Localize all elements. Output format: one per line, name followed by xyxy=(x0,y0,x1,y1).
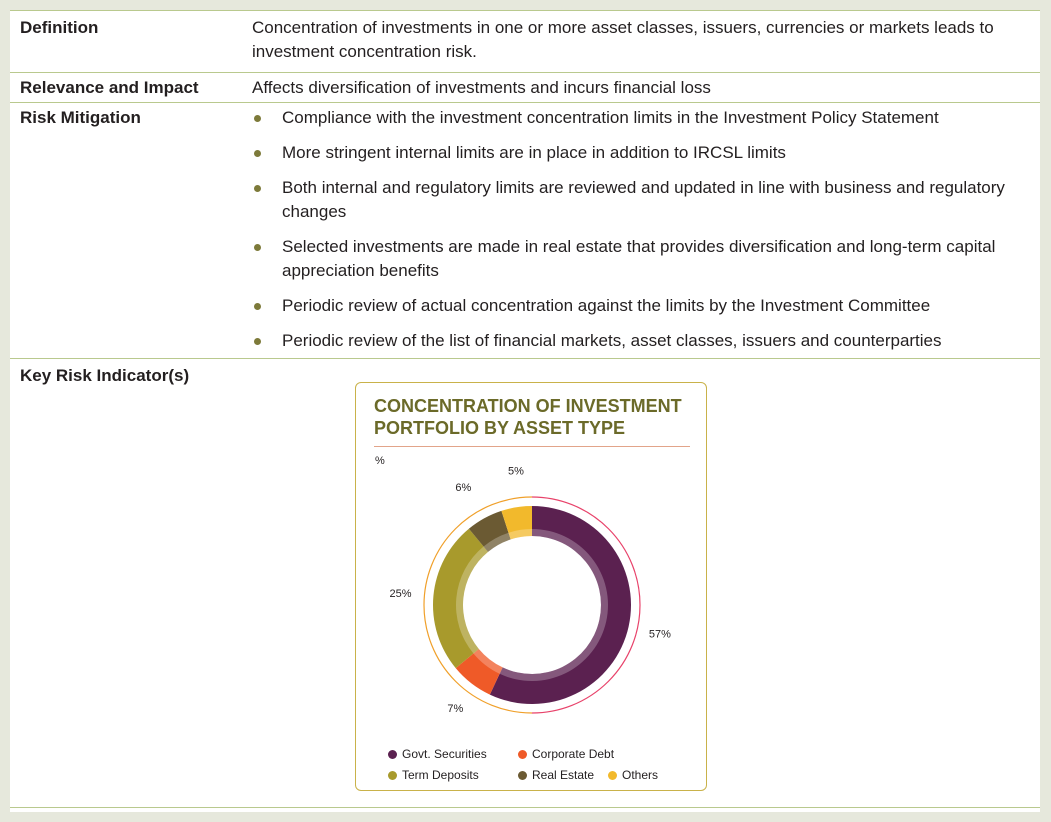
mitigation-item: Selected investments are made in real es… xyxy=(252,235,1022,283)
slice-term-deposits xyxy=(433,528,489,669)
definition-label: Definition xyxy=(20,18,99,37)
slice-inner-band-corporate-debt xyxy=(473,648,503,674)
relevance-text: Affects diversification of investments a… xyxy=(252,78,711,97)
outer-ring-right xyxy=(531,496,641,714)
chart-title: CONCENTRATION OF INVESTMENT PORTFOLIO BY… xyxy=(374,396,682,438)
mitigation-item: Compliance with the investment concentra… xyxy=(252,106,1022,130)
divider-definition xyxy=(10,72,1040,73)
data-label-term-deposits: 25% xyxy=(390,588,412,600)
mitigation-item: Periodic review of actual concentration … xyxy=(252,294,1022,318)
chart-card: CONCENTRATION OF INVESTMENT PORTFOLIO BY… xyxy=(355,382,707,791)
legend-swatch-others xyxy=(608,771,617,780)
divider-bottom xyxy=(10,807,1040,808)
legend-swatch-govt-securities xyxy=(388,750,397,759)
legend-item-term-deposits: Term Deposits xyxy=(388,768,479,782)
legend-swatch-term-deposits xyxy=(388,771,397,780)
data-label-govt-securities: 57% xyxy=(649,629,671,641)
legend-label-term-deposits: Term Deposits xyxy=(402,768,479,782)
slice-corporate-debt xyxy=(455,648,503,695)
slice-govt-securities xyxy=(489,506,631,704)
legend-label-corporate-debt: Corporate Debt xyxy=(532,747,615,761)
divider-top xyxy=(10,10,1040,11)
legend-item-others: Others xyxy=(608,768,658,782)
legend-label-real-estate: Real Estate xyxy=(532,768,595,782)
relevance-label: Relevance and Impact xyxy=(20,78,199,97)
legend-label-others: Others xyxy=(622,768,659,782)
slice-inner-band-real-estate xyxy=(483,532,511,552)
legend-item-real-estate: Real Estate xyxy=(518,768,594,782)
mitigation-item: Periodic review of the list of financial… xyxy=(252,329,1022,353)
mitigation-label: Risk Mitigation xyxy=(20,108,141,127)
mitigation-item: More stringent internal limits are in pl… xyxy=(252,141,1022,165)
legend-item-govt-securities: Govt. Securities xyxy=(388,747,487,761)
mitigation-item: Both internal and regulatory limits are … xyxy=(252,176,1022,224)
slice-inner-band-others xyxy=(508,529,532,540)
chart-title-rule xyxy=(374,446,690,447)
chart-unit: % xyxy=(375,455,385,467)
slice-others xyxy=(501,506,532,540)
legend-swatch-corporate-debt xyxy=(518,750,527,759)
divider-mitigation xyxy=(10,358,1040,359)
mitigation-list: Compliance with the investment concentra… xyxy=(252,106,1022,364)
data-label-real-estate: 6% xyxy=(455,482,471,494)
data-label-others: 5% xyxy=(508,466,524,478)
legend-item-corporate-debt: Corporate Debt xyxy=(518,747,614,761)
divider-relevance xyxy=(10,102,1040,103)
slice-inner-band-term-deposits xyxy=(456,546,489,654)
data-label-corporate-debt: 7% xyxy=(447,703,463,715)
kri-label: Key Risk Indicator(s) xyxy=(20,366,190,385)
legend-swatch-real-estate xyxy=(518,771,527,780)
slice-real-estate xyxy=(468,510,511,552)
donut-chart: 57% 7% 25% 6% 5% xyxy=(390,466,672,715)
risk-panel: Definition Concentration of investments … xyxy=(10,10,1040,812)
legend-label-govt-securities: Govt. Securities xyxy=(402,747,487,761)
definition-text: Concentration of investments in one or m… xyxy=(252,18,994,61)
outer-ring-left xyxy=(423,496,533,714)
